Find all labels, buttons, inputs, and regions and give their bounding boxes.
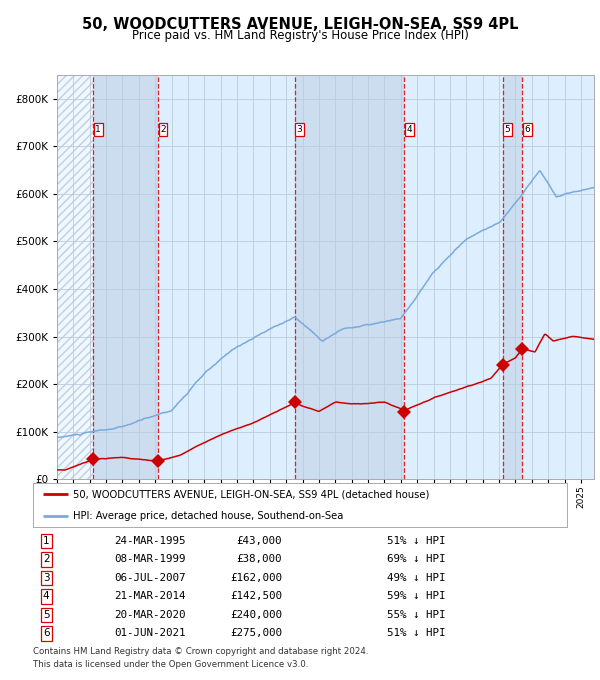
Text: 2: 2 — [160, 125, 166, 134]
Text: HPI: Average price, detached house, Southend-on-Sea: HPI: Average price, detached house, Sout… — [73, 511, 343, 520]
Text: 51% ↓ HPI: 51% ↓ HPI — [387, 536, 445, 546]
Text: 49% ↓ HPI: 49% ↓ HPI — [387, 573, 445, 583]
Text: This data is licensed under the Open Government Licence v3.0.: This data is licensed under the Open Gov… — [33, 660, 308, 668]
Text: £38,000: £38,000 — [236, 554, 282, 564]
Bar — [57, 75, 94, 479]
Bar — [57, 75, 94, 479]
Text: 20-MAR-2020: 20-MAR-2020 — [114, 610, 185, 620]
Text: 2: 2 — [43, 554, 50, 564]
Text: 01-JUN-2021: 01-JUN-2021 — [114, 628, 185, 639]
Text: £275,000: £275,000 — [230, 628, 282, 639]
Text: 4: 4 — [406, 125, 412, 134]
Text: 69% ↓ HPI: 69% ↓ HPI — [387, 554, 445, 564]
Text: 51% ↓ HPI: 51% ↓ HPI — [387, 628, 445, 639]
Bar — [503, 75, 522, 479]
Text: 4: 4 — [43, 592, 50, 601]
Text: £43,000: £43,000 — [236, 536, 282, 546]
Text: 1: 1 — [95, 125, 101, 134]
Text: 3: 3 — [296, 125, 302, 134]
Text: Price paid vs. HM Land Registry's House Price Index (HPI): Price paid vs. HM Land Registry's House … — [131, 29, 469, 41]
Text: 08-MAR-1999: 08-MAR-1999 — [114, 554, 185, 564]
Text: £142,500: £142,500 — [230, 592, 282, 601]
Text: 50, WOODCUTTERS AVENUE, LEIGH-ON-SEA, SS9 4PL: 50, WOODCUTTERS AVENUE, LEIGH-ON-SEA, SS… — [82, 17, 518, 32]
Text: 6: 6 — [524, 125, 530, 134]
Text: £162,000: £162,000 — [230, 573, 282, 583]
Bar — [158, 75, 295, 479]
Text: £240,000: £240,000 — [230, 610, 282, 620]
Text: Contains HM Land Registry data © Crown copyright and database right 2024.: Contains HM Land Registry data © Crown c… — [33, 647, 368, 656]
Text: 3: 3 — [43, 573, 50, 583]
Text: 21-MAR-2014: 21-MAR-2014 — [114, 592, 185, 601]
Text: 06-JUL-2007: 06-JUL-2007 — [114, 573, 185, 583]
Text: 6: 6 — [43, 628, 50, 639]
Text: 50, WOODCUTTERS AVENUE, LEIGH-ON-SEA, SS9 4PL (detached house): 50, WOODCUTTERS AVENUE, LEIGH-ON-SEA, SS… — [73, 490, 430, 499]
Bar — [404, 75, 503, 479]
Text: 5: 5 — [505, 125, 511, 134]
Bar — [295, 75, 404, 479]
Text: 5: 5 — [43, 610, 50, 620]
Bar — [522, 75, 594, 479]
Text: 1: 1 — [43, 536, 50, 546]
Text: 59% ↓ HPI: 59% ↓ HPI — [387, 592, 445, 601]
Bar — [94, 75, 158, 479]
Text: 24-MAR-1995: 24-MAR-1995 — [114, 536, 185, 546]
Text: 55% ↓ HPI: 55% ↓ HPI — [387, 610, 445, 620]
